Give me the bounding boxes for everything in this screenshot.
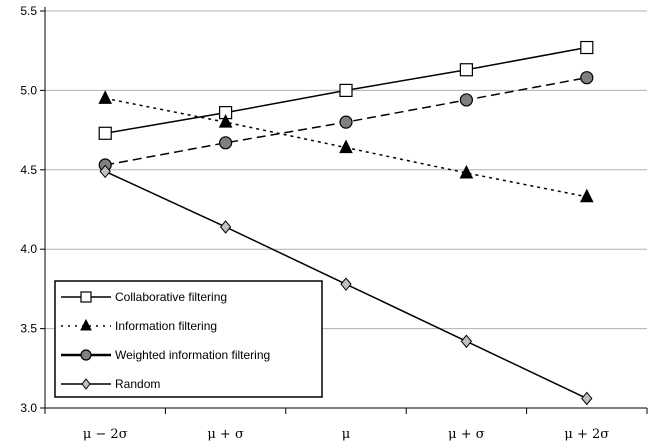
y-tick-label: 5.0: [20, 83, 37, 97]
legend-label: Information filtering: [115, 319, 217, 333]
series-3: [98, 71, 594, 172]
series-4: [99, 164, 593, 406]
legend-entry: Information filtering: [61, 318, 217, 333]
data-point: [219, 220, 232, 234]
x-tick-label: μ + σ: [448, 427, 485, 442]
data-point: [98, 126, 112, 140]
data-point: [98, 90, 113, 104]
data-point: [581, 391, 593, 406]
legend-marker: [81, 378, 91, 390]
legend-box: [54, 280, 323, 398]
data-point: [459, 93, 473, 107]
data-point: [580, 40, 594, 55]
legend-marker: [80, 291, 92, 303]
legend-entry: Random: [61, 377, 160, 391]
data-point: [339, 83, 353, 98]
data-point: [340, 277, 352, 291]
data-point: [459, 63, 473, 77]
legend-label: Weighted information filtering: [115, 348, 270, 362]
y-tick-label: 3.5: [20, 322, 37, 336]
y-tick-label: 3.0: [20, 401, 37, 415]
y-tick-label: 4.0: [20, 242, 37, 256]
data-point: [460, 334, 473, 349]
data-point: [459, 164, 474, 179]
x-tick-label: μ: [342, 427, 350, 442]
y-tick-label: 5.5: [20, 4, 37, 18]
data-point: [580, 71, 594, 85]
series-1: [98, 40, 594, 140]
legend: Collaborative filtering Information filte…: [54, 280, 323, 398]
data-point: [339, 139, 353, 154]
y-tick-label: 4.5: [20, 163, 37, 177]
x-axis: μ − 2σ μ + σ μ μ + σ μ + 2σ: [44, 407, 648, 442]
x-tick-label: μ + 2σ: [564, 427, 609, 442]
data-point: [99, 164, 111, 179]
legend-marker: [80, 318, 92, 331]
x-tick-label: μ − 2σ: [83, 427, 128, 442]
data-point: [579, 188, 594, 203]
legend-entry: Weighted information filtering: [61, 348, 270, 362]
gridlines: [45, 10, 647, 330]
series-2: [98, 90, 594, 203]
data-point: [339, 115, 353, 129]
data-point: [218, 114, 233, 128]
series-group: [98, 40, 594, 406]
legend-label: Collaborative filtering: [115, 290, 227, 304]
legend-marker: [80, 349, 92, 361]
legend-entry: Collaborative filtering: [61, 290, 227, 304]
data-point: [219, 136, 233, 150]
y-axis: 3.0 3.5 4.0 4.5 5.0 5.5: [20, 4, 46, 415]
x-tick-label: μ + σ: [207, 427, 244, 442]
legend-label: Random: [115, 377, 160, 391]
